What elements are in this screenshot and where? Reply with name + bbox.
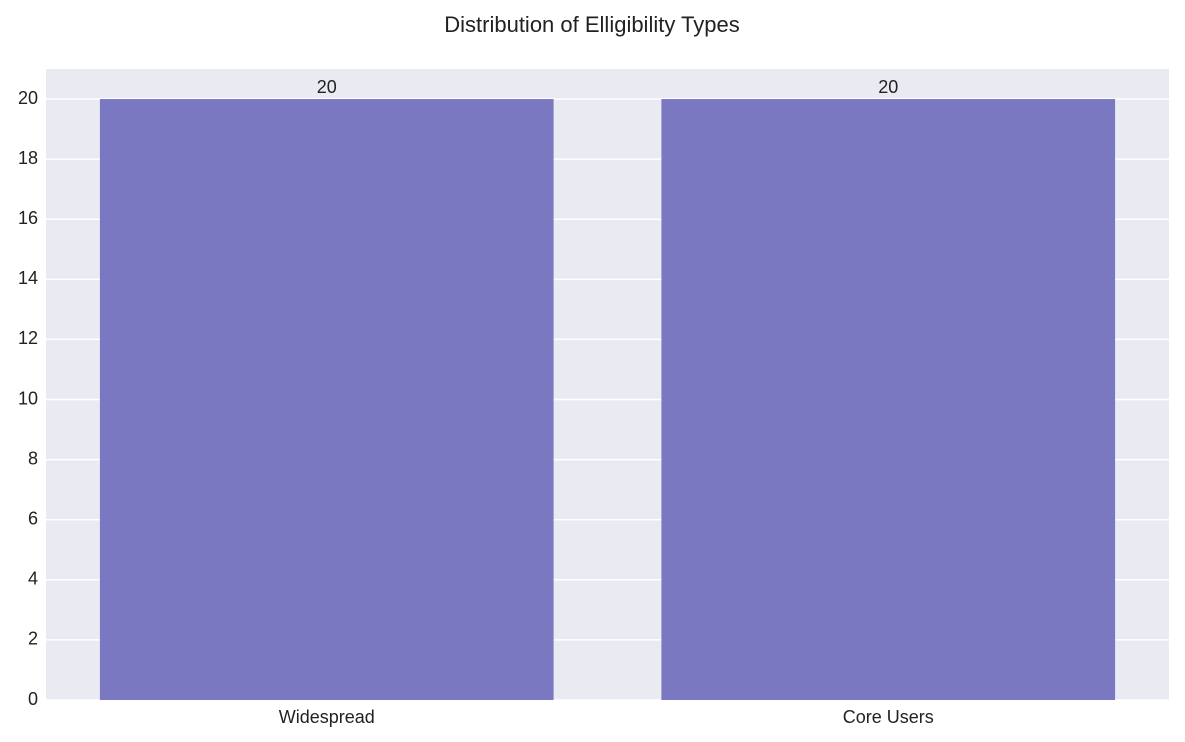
y-tick-label: 18 (18, 148, 38, 168)
chart-title: Distribution of Elligibility Types (444, 12, 740, 37)
y-tick-label: 2 (28, 629, 38, 649)
y-tick-label: 10 (18, 388, 38, 408)
x-tick-label: Widespread (279, 707, 375, 727)
y-tick-label: 20 (18, 88, 38, 108)
y-tick-label: 14 (18, 268, 38, 288)
x-tick-label: Core Users (843, 707, 934, 727)
y-tick-label: 4 (28, 569, 38, 589)
data-label: 20 (878, 77, 898, 97)
data-label: 20 (317, 77, 337, 97)
y-tick-label: 0 (28, 689, 38, 709)
y-tick-label: 8 (28, 448, 38, 468)
bar (661, 99, 1116, 701)
y-tick-label: 16 (18, 208, 38, 228)
y-tick-label: 6 (28, 508, 38, 528)
bar (99, 99, 554, 701)
y-tick-label: 12 (18, 328, 38, 348)
